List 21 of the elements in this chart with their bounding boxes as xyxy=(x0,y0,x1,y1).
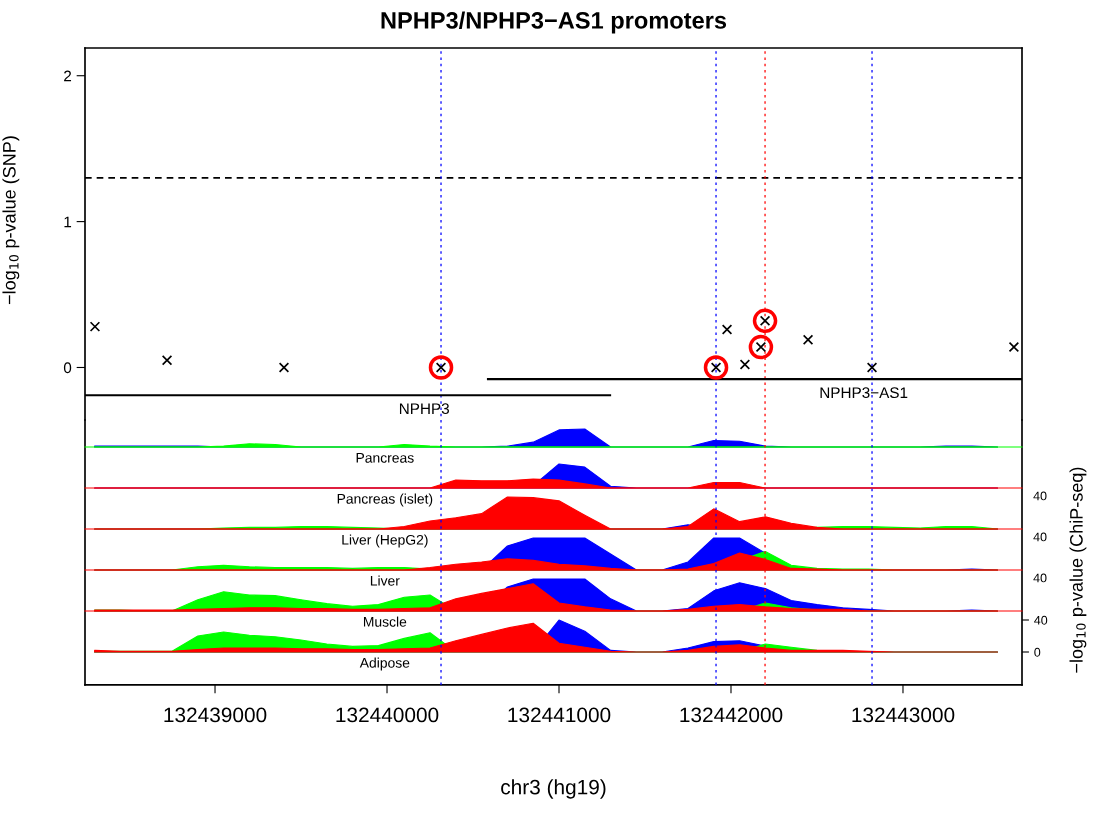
annotation: Liver xyxy=(370,575,400,586)
annotation: NPHP3 xyxy=(399,403,449,415)
annotation: Adipose xyxy=(359,657,410,671)
y-axis-title: −log$_{10}$ p-value (SNP) xyxy=(2,136,20,305)
x-tick-label: 132443000 xyxy=(852,707,955,723)
annotation: Pancreas (islet) xyxy=(337,493,433,507)
x-tick-label: 132442000 xyxy=(680,707,783,723)
y-tick-label: 1 xyxy=(64,216,72,228)
x-tick-label: 132440000 xyxy=(336,707,439,723)
text: Pancreas xyxy=(356,453,414,463)
x-tick-label: 132441000 xyxy=(508,707,611,723)
annotation: NPHP3−AS1 xyxy=(820,387,908,399)
x-axis-title: chr3 (hg19) xyxy=(501,779,606,799)
annotation: Liver (HepG2) xyxy=(342,534,428,548)
annotation: Muscle xyxy=(363,616,407,627)
y-tick-label: 0 xyxy=(63,362,72,374)
chart-title: NPHP3/NPHP3−AS1 promoters xyxy=(381,11,727,34)
y-tick-label: 0 xyxy=(1034,647,1041,657)
x-tick-label: 132439000 xyxy=(164,707,267,723)
y-tick-label: 2 xyxy=(64,70,72,82)
y-axis-title: −log$_{10}$ p-value (ChiP-seq) xyxy=(1069,467,1087,673)
